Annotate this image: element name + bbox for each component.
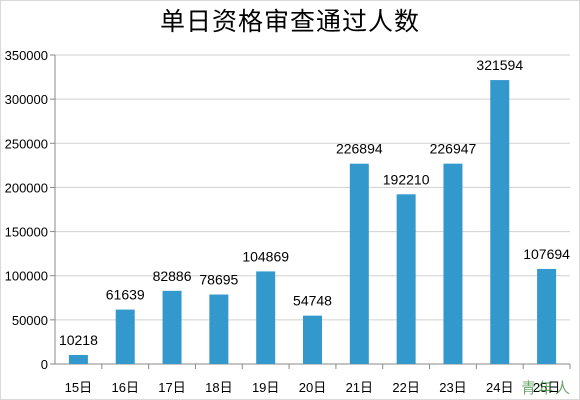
bar bbox=[396, 194, 416, 364]
x-tick-label: 19日 bbox=[252, 380, 279, 395]
y-tick-label: 350000 bbox=[5, 48, 48, 63]
bar bbox=[490, 80, 510, 365]
x-tick-label: 17日 bbox=[158, 380, 185, 395]
data-label: 192210 bbox=[383, 171, 430, 187]
bar bbox=[68, 354, 88, 364]
bar bbox=[256, 271, 276, 364]
axes: 0 50000 100000 150000 200000 250000 300000 3500… bbox=[5, 48, 571, 395]
bar bbox=[537, 268, 557, 364]
watermark-logo: 青年人 bbox=[520, 379, 572, 397]
x-tick-label: 22日 bbox=[392, 380, 419, 395]
y-tick-label: 250000 bbox=[5, 136, 48, 151]
x-tick-label: 24日 bbox=[486, 380, 513, 395]
data-label: 78695 bbox=[199, 272, 238, 288]
data-label: 107694 bbox=[523, 246, 570, 262]
chart-title: 单日资格审查通过人数 bbox=[159, 7, 420, 36]
data-label: 10218 bbox=[59, 332, 98, 348]
bars bbox=[68, 80, 557, 365]
y-tick-label: 150000 bbox=[5, 225, 48, 240]
bar bbox=[303, 315, 322, 364]
data-label: 226894 bbox=[336, 141, 383, 157]
y-tick-label: 100000 bbox=[5, 269, 48, 284]
data-label: 61639 bbox=[106, 287, 145, 303]
x-tick-label: 23日 bbox=[439, 380, 466, 395]
bar bbox=[115, 309, 135, 364]
x-tick-label: 16日 bbox=[111, 380, 138, 395]
data-label: 54748 bbox=[293, 293, 332, 309]
data-label: 104869 bbox=[242, 248, 289, 264]
y-tick-label: 300000 bbox=[5, 92, 48, 107]
gridlines bbox=[55, 54, 570, 321]
data-label: 321594 bbox=[476, 57, 523, 73]
y-tick-label: 200000 bbox=[5, 180, 48, 195]
data-label: 226947 bbox=[430, 141, 477, 157]
bar bbox=[443, 163, 463, 364]
y-tick-label: 0 bbox=[41, 357, 48, 372]
x-tick-label: 20日 bbox=[299, 380, 326, 395]
x-tick-label: 21日 bbox=[346, 380, 373, 395]
bar bbox=[162, 290, 182, 364]
bar bbox=[349, 163, 369, 364]
y-tick-label: 50000 bbox=[12, 313, 48, 328]
x-tick-label: 25日 bbox=[533, 380, 560, 395]
bar bbox=[209, 294, 229, 364]
data-label: 82886 bbox=[153, 268, 192, 284]
x-tick-label: 15日 bbox=[65, 380, 92, 395]
x-tick-label: 18日 bbox=[205, 380, 232, 395]
